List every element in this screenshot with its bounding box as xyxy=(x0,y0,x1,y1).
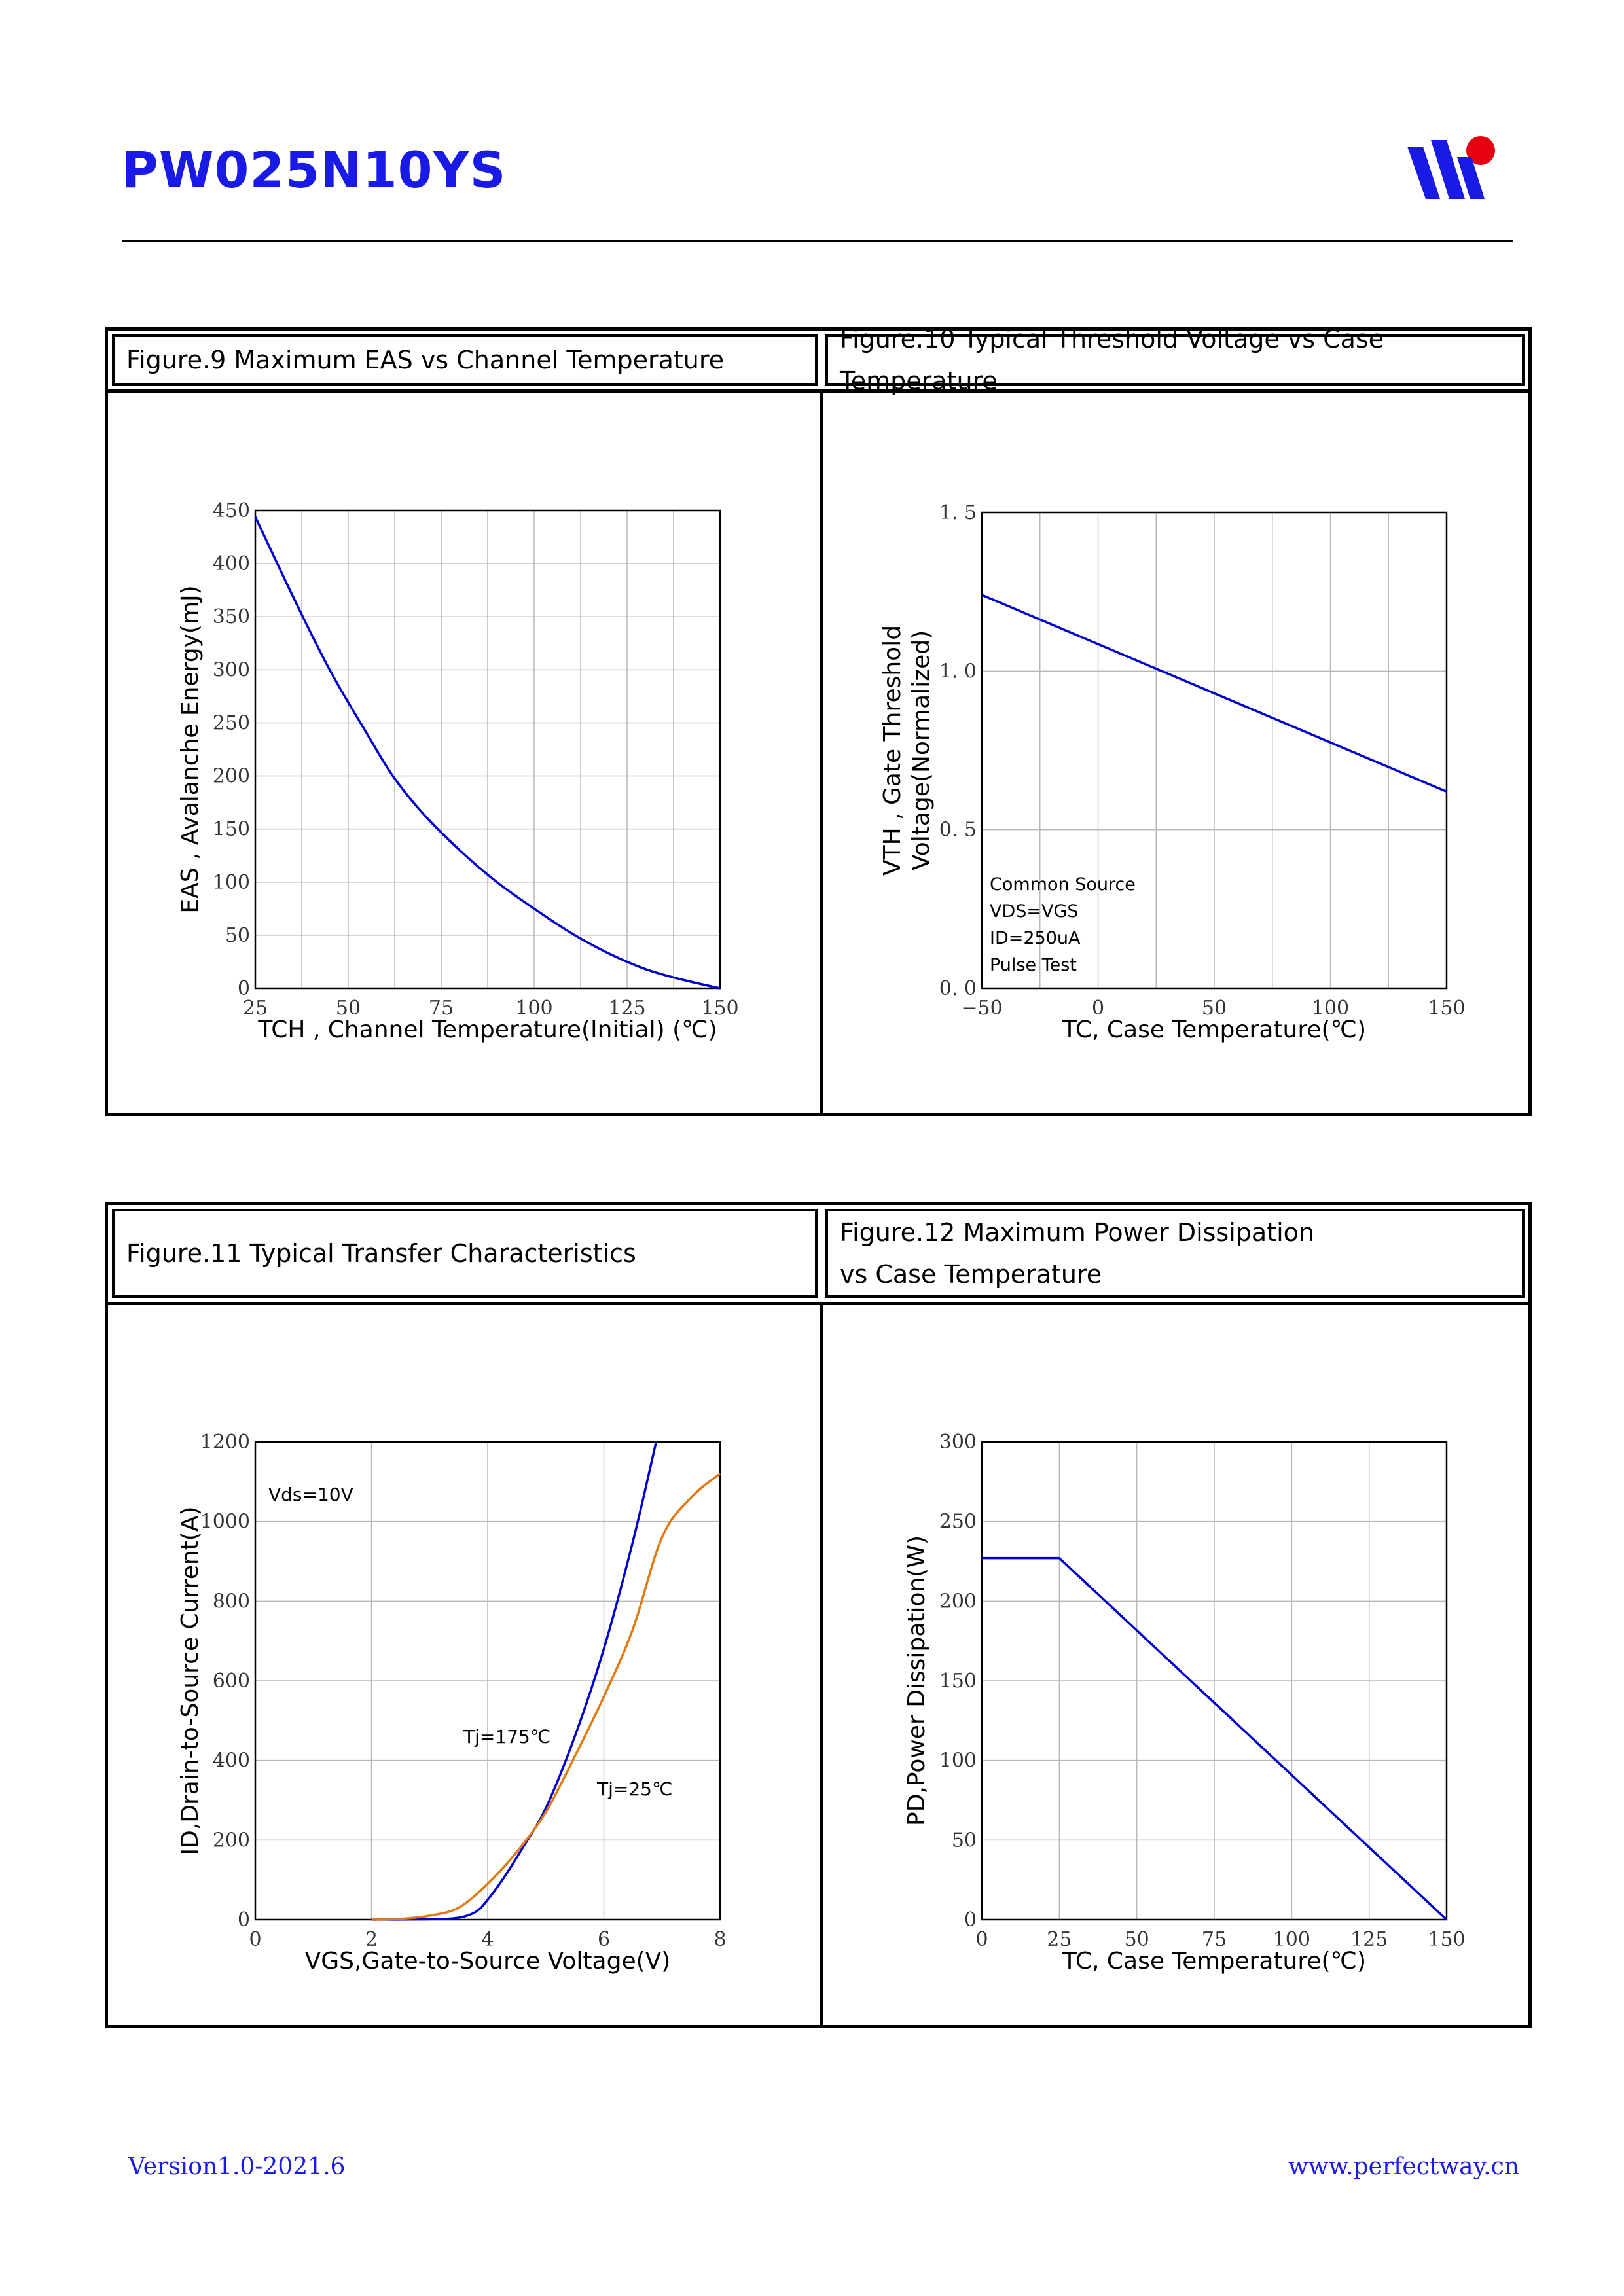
x-tick-label: −50 xyxy=(961,997,1002,1020)
x-tick-label: 125 xyxy=(608,997,645,1020)
y-tick-label: 250 xyxy=(939,1511,977,1534)
y-tick-label: 200 xyxy=(213,1829,250,1852)
y-tick-label: 400 xyxy=(213,1749,250,1772)
x-tick-label: 6 xyxy=(598,1928,610,1951)
y-tick-label: 300 xyxy=(939,1431,977,1454)
x-tick-label: 0 xyxy=(975,1928,988,1951)
x-axis-label: TCH , Channel Temperature(Initial) (℃) xyxy=(257,1016,717,1043)
series-line xyxy=(981,594,1447,793)
x-tick-label: 100 xyxy=(1312,997,1349,1020)
chart-fig9-eas: 25 50 75 100 125 150 0 50 100 150 200 250 300 350 400 4… xyxy=(177,499,739,1043)
x-tick-label: 50 xyxy=(1202,997,1227,1020)
figure-header-row: Figure.11 Typical Transfer Characteristi… xyxy=(105,1202,1532,1305)
figure-10-title-text: Figure.10 Typical Threshold Voltage vs C… xyxy=(840,325,1384,395)
y-tick-label: 600 xyxy=(213,1670,250,1693)
y-tick-label: 0 xyxy=(238,977,250,1000)
figure-11-title-text: Figure.11 Typical Transfer Characteristi… xyxy=(126,1239,636,1268)
plot-frame xyxy=(981,511,1448,990)
y-tick-label: 200 xyxy=(939,1590,977,1613)
y-axis-label-line: Voltage(Normalized) xyxy=(908,630,935,870)
figure-divider xyxy=(820,1305,823,2028)
x-tick-label: 150 xyxy=(1428,1928,1465,1951)
series-line xyxy=(982,1556,1448,1921)
annotation-text: Common Source xyxy=(990,874,1136,895)
figure-12-title: Figure.12 Maximum Power Dissipation vs C… xyxy=(825,1209,1525,1298)
figure-header-row: Figure.9 Maximum EAS vs Channel Temperat… xyxy=(105,325,1532,395)
y-tick-label: 300 xyxy=(213,658,250,681)
y-axis-label: EAS , Avalanche Energy(mJ) xyxy=(177,585,204,913)
y-tick-label: 200 xyxy=(213,765,250,788)
annotation-text: Tj=175℃ xyxy=(463,1726,550,1748)
series-line xyxy=(371,1473,721,1921)
plot-frame xyxy=(254,509,721,990)
annotation-text: Vds=10V xyxy=(268,1484,353,1505)
x-axis-label: TC, Case Temperature(℃) xyxy=(1062,1016,1366,1043)
y-tick-label: 350 xyxy=(213,605,250,628)
x-tick-label: 100 xyxy=(1273,1928,1310,1951)
page-title: PW025N10YS xyxy=(122,141,507,199)
y-tick-label: 1. 5 xyxy=(939,501,977,524)
figure-10-title: Figure.10 Typical Threshold Voltage vs C… xyxy=(825,325,1525,395)
chart-fig12-power: 0 25 50 75 100 125 150 0 50 100 150 200 250 300 TC, Ca… xyxy=(903,1431,1466,1975)
figure-9-title: Figure.9 Maximum EAS vs Channel Temperat… xyxy=(112,334,818,386)
x-tick-label: 25 xyxy=(1047,1928,1072,1951)
brand-logo xyxy=(1407,136,1495,199)
y-tick-label: 250 xyxy=(213,711,250,734)
x-tick-label: 125 xyxy=(1350,1928,1388,1951)
y-tick-label: 800 xyxy=(213,1590,250,1613)
footer-version: Version1.0-2021.6 xyxy=(128,2153,346,2180)
y-tick-label: 50 xyxy=(225,924,250,947)
annotation-text: VDS=VGS xyxy=(990,901,1079,922)
annotation-text: Tj=25℃ xyxy=(596,1778,672,1800)
chart-fig10-threshold: −50 0 50 100 150 0. 0 0. 5 1. 0 1. 5 TC, Case Tem… xyxy=(879,501,1466,1043)
x-axis-label: TC, Case Temperature(℃) xyxy=(1062,1948,1366,1975)
x-tick-label: 0 xyxy=(249,1928,261,1951)
y-tick-label: 0. 0 xyxy=(939,977,977,1000)
x-tick-label: 150 xyxy=(1428,997,1465,1020)
y-tick-label: 100 xyxy=(213,871,250,894)
figure-body-row xyxy=(105,1305,1532,2028)
figure-divider xyxy=(820,393,823,1116)
y-tick-label: 0 xyxy=(964,1909,977,1931)
y-tick-label: 150 xyxy=(213,818,250,841)
y-tick-label: 150 xyxy=(939,1670,977,1693)
figure-12-title-line2: vs Case Temperature xyxy=(840,1260,1102,1289)
y-tick-label: 50 xyxy=(952,1829,977,1852)
figure-11-title: Figure.11 Typical Transfer Characteristi… xyxy=(112,1209,818,1298)
chart-fig11-transfer: 0 2 4 6 8 0 200 400 600 800 1000 1200 VGS,Gate-to-So… xyxy=(177,1431,727,1975)
x-tick-label: 75 xyxy=(429,997,454,1020)
annotation-text: ID=250uA xyxy=(990,928,1081,948)
y-axis-label-line: VTH , Gate Threshold xyxy=(879,625,906,876)
y-tick-label: 0 xyxy=(238,1909,250,1931)
y-tick-label: 400 xyxy=(213,552,250,575)
x-axis-label: VGS,Gate-to-Source Voltage(V) xyxy=(305,1948,671,1975)
x-tick-label: 0 xyxy=(1092,997,1104,1020)
y-tick-label: 0. 5 xyxy=(939,819,977,842)
y-tick-label: 450 xyxy=(213,499,250,522)
y-axis-label: PD,Power Dissipation(W) xyxy=(903,1535,930,1826)
x-tick-label: 8 xyxy=(713,1928,726,1951)
x-tick-label: 50 xyxy=(336,997,361,1020)
x-tick-label: 2 xyxy=(365,1928,378,1951)
figure-9-title-text: Figure.9 Maximum EAS vs Channel Temperat… xyxy=(126,346,725,374)
y-tick-label: 1. 0 xyxy=(939,660,977,683)
plot-frame xyxy=(254,1441,721,1921)
x-tick-label: 150 xyxy=(701,997,738,1020)
y-tick-label: 1000 xyxy=(200,1511,250,1534)
y-axis-label: ID,Drain-to-Source Current(A) xyxy=(177,1507,204,1856)
y-tick-label: 1200 xyxy=(200,1431,250,1454)
annotation-text: Pulse Test xyxy=(990,955,1077,975)
y-tick-label: 100 xyxy=(939,1749,977,1772)
x-tick-label: 4 xyxy=(481,1928,494,1951)
figure-12-title-line1: Figure.12 Maximum Power Dissipation xyxy=(840,1218,1314,1247)
x-tick-label: 25 xyxy=(243,997,268,1020)
figure-body-row xyxy=(105,393,1532,1116)
x-tick-label: 75 xyxy=(1202,1928,1227,1951)
plot-frame xyxy=(981,1441,1448,1921)
series-line xyxy=(254,516,721,990)
x-tick-label: 50 xyxy=(1125,1928,1149,1951)
header-rule xyxy=(122,240,1513,242)
footer-website: www.perfectway.cn xyxy=(1288,2153,1519,2180)
x-tick-label: 100 xyxy=(515,997,552,1020)
